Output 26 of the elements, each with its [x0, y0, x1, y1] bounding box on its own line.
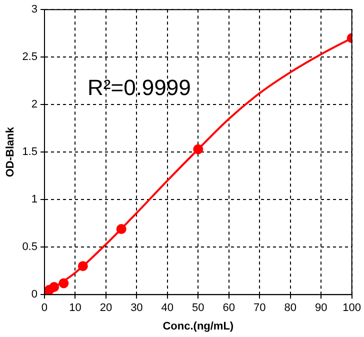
y-tick-label: 3: [31, 4, 38, 16]
y-tick-label: 1.5: [22, 146, 38, 158]
point: [193, 144, 204, 154]
point: [116, 224, 126, 234]
point: [49, 282, 60, 292]
x-tick-label: 30: [130, 302, 143, 314]
x-tick-label: 10: [69, 302, 82, 314]
x-tick-label: 20: [100, 302, 112, 314]
y-tick-label: 2.5: [22, 51, 38, 64]
y-tick-label: 0.5: [22, 241, 38, 254]
y-axis-title: OD-Blank: [4, 126, 17, 178]
annotation: R²=0.9999: [88, 75, 191, 100]
x-tick-label: 80: [284, 302, 296, 314]
x-tick-label: 40: [161, 302, 174, 314]
x-tick-label: 100: [342, 302, 362, 314]
x-tick-label: 50: [192, 302, 204, 314]
x-tick-label: 0: [41, 302, 48, 314]
x-tick-label: 60: [222, 302, 236, 314]
x-axis-title: Conc.(ng/mL): [162, 320, 234, 332]
point: [78, 261, 88, 272]
point: [58, 278, 69, 288]
y-tick-label: 1: [31, 194, 38, 206]
y-tick-label: 2: [31, 98, 38, 111]
x-tick-label: 70: [254, 302, 266, 314]
y-tick-label: 0: [31, 288, 38, 301]
x-tick-label: 90: [314, 302, 328, 314]
